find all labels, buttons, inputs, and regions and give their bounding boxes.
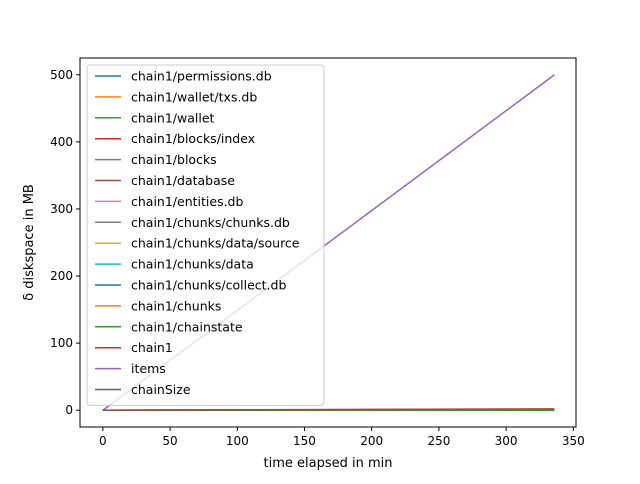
x-tick-label-4: 200 <box>360 434 383 448</box>
legend-label: chain1 <box>131 340 173 355</box>
x-axis-ticks: 0 50 100 150 200 250 300 350 <box>99 427 585 448</box>
legend-label: chain1/chunks/chunks.db <box>131 215 290 230</box>
legend-label: chain1/chainstate <box>131 319 243 334</box>
x-tick-label-0: 0 <box>99 434 107 448</box>
legend-label: chain1/wallet/txs.db <box>131 89 257 104</box>
series-line-15 <box>103 409 555 410</box>
x-tick-label-1: 50 <box>162 434 177 448</box>
legend-label: chain1/chunks/data <box>131 257 254 272</box>
y-tick-label-0: 0 <box>65 403 73 417</box>
y-tick-label-3: 300 <box>50 202 73 216</box>
legend-label: chain1/chunks/data/source <box>131 236 300 251</box>
legend-label: chain1/blocks/index <box>131 131 255 146</box>
x-tick-label-5: 250 <box>427 434 450 448</box>
legend: chain1/permissions.db chain1/wallet/txs.d… <box>87 65 324 405</box>
legend-label: chain1/permissions.db <box>131 69 272 84</box>
legend-label: chain1/wallet <box>131 110 215 125</box>
y-tick-label-4: 400 <box>50 135 73 149</box>
x-tick-label-3: 150 <box>293 434 316 448</box>
y-tick-label-1: 100 <box>50 336 73 350</box>
legend-label: chainSize <box>131 382 191 397</box>
x-tick-label-2: 100 <box>226 434 249 448</box>
y-tick-label-2: 200 <box>50 269 73 283</box>
x-axis-label: time elapsed in min <box>264 456 393 471</box>
y-tick-label-5: 500 <box>50 68 73 82</box>
y-axis-label: δ diskspace in MB <box>22 184 37 301</box>
legend-label: chain1/entities.db <box>131 194 243 209</box>
x-tick-label-7: 350 <box>562 434 585 448</box>
legend-label: chain1/chunks/collect.db <box>131 278 286 293</box>
x-tick-label-6: 300 <box>495 434 518 448</box>
y-axis-ticks: 0 100 200 300 400 500 <box>50 68 80 417</box>
legend-label: items <box>131 361 166 376</box>
legend-label: chain1/blocks <box>131 152 217 167</box>
legend-label: chain1/database <box>131 173 235 188</box>
legend-label: chain1/chunks <box>131 298 221 313</box>
